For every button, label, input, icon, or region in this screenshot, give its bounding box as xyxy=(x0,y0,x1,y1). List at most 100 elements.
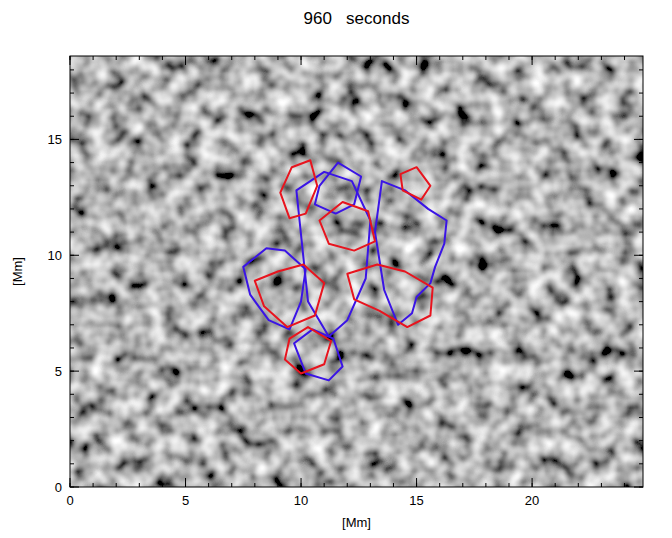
minor-tick xyxy=(70,208,74,209)
minor-tick xyxy=(439,483,440,487)
y-tick-label: 5 xyxy=(55,364,62,379)
minor-tick xyxy=(70,232,74,233)
minor-tick xyxy=(70,93,74,94)
minor-tick xyxy=(277,56,278,60)
contour xyxy=(243,248,305,329)
minor-tick xyxy=(70,417,74,418)
minor-tick xyxy=(555,483,556,487)
minor-tick xyxy=(162,483,163,487)
x-axis-label: [Mm] xyxy=(342,515,371,530)
minor-tick xyxy=(93,56,94,60)
minor-tick xyxy=(93,483,94,487)
image-base xyxy=(70,56,643,487)
minor-tick xyxy=(601,483,602,487)
minor-tick xyxy=(578,483,579,487)
minor-tick xyxy=(231,56,232,60)
minor-tick xyxy=(508,56,509,60)
y-tick xyxy=(634,139,643,140)
y-tick-label: 0 xyxy=(55,480,62,495)
minor-tick xyxy=(639,208,643,209)
minor-tick xyxy=(116,56,117,60)
minor-tick xyxy=(639,116,643,117)
y-tick xyxy=(70,487,79,488)
contour xyxy=(285,327,331,373)
x-tick xyxy=(185,478,186,487)
minor-tick xyxy=(347,56,348,60)
minor-tick xyxy=(639,301,643,302)
minor-tick xyxy=(639,93,643,94)
minor-tick xyxy=(70,69,74,70)
x-tick xyxy=(416,56,417,65)
frame xyxy=(70,56,643,487)
minor-tick xyxy=(70,116,74,117)
title: 960 seconds xyxy=(304,9,410,28)
x-tick-label: 10 xyxy=(294,493,308,508)
minor-tick xyxy=(254,483,255,487)
minor-tick xyxy=(639,232,643,233)
y-tick xyxy=(634,255,643,256)
contour xyxy=(320,202,376,251)
contour xyxy=(296,172,370,337)
minor-tick xyxy=(485,483,486,487)
minor-tick xyxy=(439,56,440,60)
minor-tick xyxy=(347,483,348,487)
y-tick xyxy=(70,139,79,140)
minor-tick xyxy=(485,56,486,60)
contour xyxy=(347,265,432,328)
minor-tick xyxy=(639,394,643,395)
y-tick xyxy=(70,371,79,372)
contours xyxy=(243,160,446,380)
minor-tick xyxy=(639,347,643,348)
y-tick-label: 15 xyxy=(48,132,62,147)
minor-tick xyxy=(393,56,394,60)
x-tick xyxy=(532,478,533,487)
x-tick xyxy=(70,56,71,65)
minor-tick xyxy=(208,483,209,487)
x-tick xyxy=(70,478,71,487)
contour xyxy=(375,181,447,325)
minor-tick xyxy=(639,69,643,70)
minor-tick xyxy=(639,440,643,441)
minor-tick xyxy=(70,162,74,163)
minor-tick xyxy=(462,56,463,60)
minor-tick xyxy=(639,463,643,464)
minor-tick xyxy=(639,417,643,418)
minor-tick xyxy=(231,483,232,487)
minor-tick xyxy=(324,483,325,487)
y-tick xyxy=(634,371,643,372)
minor-tick xyxy=(70,324,74,325)
x-tick xyxy=(532,56,533,65)
minor-tick xyxy=(254,56,255,60)
minor-tick xyxy=(70,301,74,302)
minor-tick xyxy=(639,324,643,325)
minor-tick xyxy=(578,56,579,60)
x-tick-label: 15 xyxy=(409,493,423,508)
minor-tick xyxy=(70,463,74,464)
y-tick xyxy=(70,255,79,256)
minor-tick xyxy=(639,185,643,186)
x-tick-label: 0 xyxy=(66,493,73,508)
minor-tick xyxy=(370,483,371,487)
x-tick-label: 20 xyxy=(525,493,539,508)
minor-tick xyxy=(639,162,643,163)
minor-tick xyxy=(70,347,74,348)
contour xyxy=(255,265,324,328)
minor-tick xyxy=(139,483,140,487)
x-tick xyxy=(301,56,302,65)
contour xyxy=(280,160,317,218)
y-axis-label: [Mm] xyxy=(10,257,25,286)
contour xyxy=(400,167,430,200)
minor-tick xyxy=(162,56,163,60)
minor-tick xyxy=(277,483,278,487)
y-tick xyxy=(634,487,643,488)
minor-tick xyxy=(139,56,140,60)
minor-tick xyxy=(624,483,625,487)
minor-tick xyxy=(601,56,602,60)
minor-tick xyxy=(324,56,325,60)
minor-tick xyxy=(208,56,209,60)
x-tick xyxy=(301,478,302,487)
minor-tick xyxy=(555,56,556,60)
minor-tick xyxy=(370,56,371,60)
minor-tick xyxy=(70,278,74,279)
minor-tick xyxy=(70,394,74,395)
